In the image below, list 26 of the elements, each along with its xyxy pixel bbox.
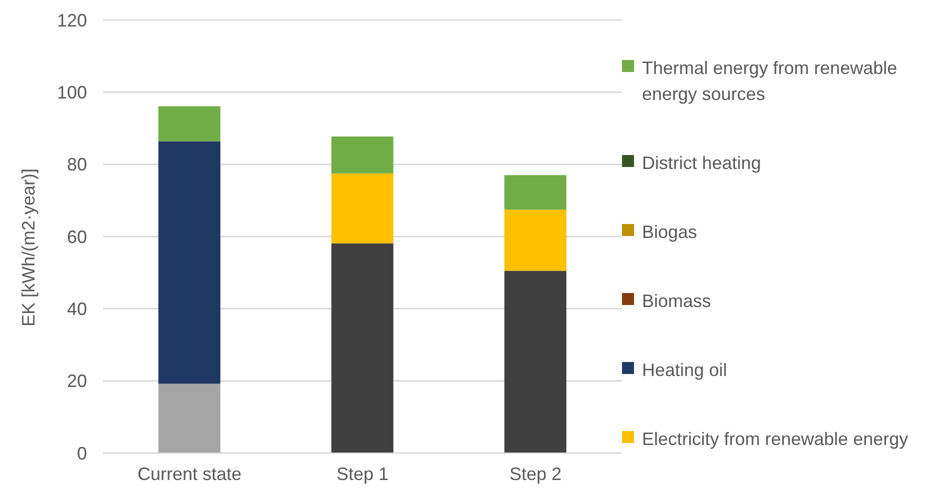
- bar: [504, 270, 566, 453]
- legend-label: Biomass: [642, 290, 712, 312]
- legend-label: Biogas: [642, 220, 698, 244]
- y-tick-label: 0: [76, 443, 87, 464]
- y-tick-label: 40: [66, 299, 87, 320]
- bar: [504, 210, 566, 271]
- legend-label: Electricity from renewable energy: [642, 428, 908, 451]
- y-tick-label: 80: [66, 154, 87, 175]
- bar: [331, 173, 394, 244]
- legend-label: District heating: [642, 152, 762, 175]
- x-tick-label: Step 1: [336, 464, 389, 484]
- bar: [158, 384, 220, 453]
- y-tick-label: 120: [56, 10, 87, 30]
- y-tick-label: 100: [56, 82, 87, 103]
- y-axis-title: EK [kWh/(m2·year)]: [18, 168, 38, 326]
- bar: [331, 243, 394, 453]
- bar: [504, 175, 566, 210]
- bar: [331, 136, 394, 174]
- y-tick-label: 20: [66, 371, 87, 392]
- legend-label: Thermal energy from renewable energy sources: [642, 56, 898, 106]
- y-tick-label: 60: [66, 226, 87, 247]
- x-tick-label: Current state: [137, 464, 242, 484]
- x-tick-label: Step 2: [509, 464, 562, 484]
- bar: [158, 141, 220, 384]
- legend-label: Heating oil: [642, 358, 728, 382]
- bar: [158, 106, 220, 142]
